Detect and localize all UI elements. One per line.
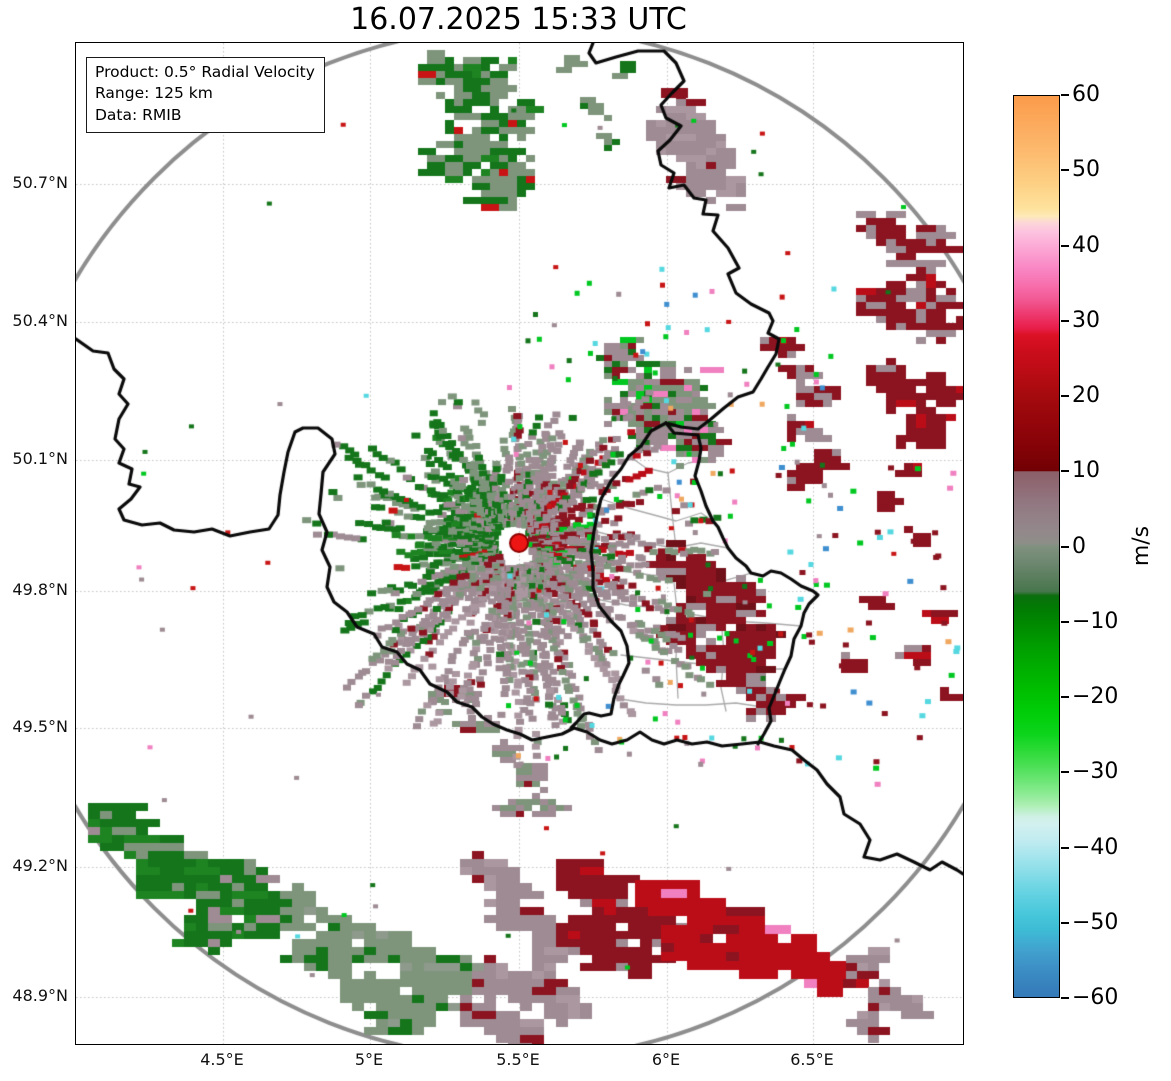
- lat-tick-label: 48.9°N: [12, 986, 68, 1005]
- lat-tick-label: 50.4°N: [12, 311, 68, 330]
- info-data-source-line: Data: RMIB: [95, 105, 182, 124]
- chart-title: 16.07.2025 15:33 UTC: [350, 2, 687, 37]
- colorbar-unit-label: m/s: [1129, 525, 1154, 567]
- colorbar-tick: [1061, 771, 1069, 773]
- lat-tick-label: 49.8°N: [12, 580, 68, 599]
- lon-tick-label: 6°E: [651, 1050, 681, 1069]
- colorbar-tick: [1061, 922, 1069, 924]
- colorbar-tick: [1061, 997, 1069, 999]
- colorbar-tick-label: 10: [1072, 458, 1100, 483]
- colorbar-tick-label: 50: [1072, 157, 1100, 182]
- colorbar-tick-label: −20: [1072, 684, 1119, 709]
- colorbar-tick-label: 40: [1072, 233, 1100, 258]
- lat-tick-label: 50.1°N: [12, 449, 68, 468]
- colorbar-tick-label: −60: [1072, 985, 1119, 1010]
- colorbar-tick-label: 0: [1072, 534, 1086, 559]
- lon-tick-label: 5°E: [354, 1050, 384, 1069]
- colorbar-tick-label: 60: [1072, 82, 1100, 107]
- colorbar-tick: [1061, 395, 1069, 397]
- map-plot-area: [75, 42, 964, 1045]
- colorbar-tick: [1061, 621, 1069, 623]
- lon-tick-label: 5.5°E: [496, 1050, 540, 1069]
- lon-tick-label: 4.5°E: [200, 1050, 244, 1069]
- info-range-line: Range: 125 km: [95, 84, 213, 103]
- colorbar-tick: [1061, 470, 1069, 472]
- lat-tick-label: 50.7°N: [12, 173, 68, 192]
- colorbar-tick: [1061, 696, 1069, 698]
- colorbar-tick: [1061, 169, 1069, 171]
- info-box: Product: 0.5° Radial Velocity Range: 125…: [86, 57, 325, 134]
- colorbar-tick: [1061, 94, 1069, 96]
- info-product-line: Product: 0.5° Radial Velocity: [95, 63, 315, 81]
- lat-tick-label: 49.2°N: [12, 856, 68, 875]
- radar-map-canvas: [76, 43, 963, 1044]
- colorbar-tick: [1061, 320, 1069, 322]
- colorbar-tick: [1061, 245, 1069, 247]
- colorbar-tick-label: −30: [1072, 759, 1119, 784]
- colorbar-tick: [1061, 847, 1069, 849]
- lat-tick-label: 49.5°N: [12, 717, 68, 736]
- colorbar-tick: [1061, 546, 1069, 548]
- colorbar: [1013, 95, 1060, 998]
- lon-tick-label: 6.5°E: [790, 1050, 834, 1069]
- colorbar-tick-label: 20: [1072, 383, 1100, 408]
- colorbar-tick-label: −40: [1072, 835, 1119, 860]
- colorbar-tick-label: 30: [1072, 308, 1100, 333]
- colorbar-tick-label: −10: [1072, 609, 1119, 634]
- colorbar-tick-label: −50: [1072, 910, 1119, 935]
